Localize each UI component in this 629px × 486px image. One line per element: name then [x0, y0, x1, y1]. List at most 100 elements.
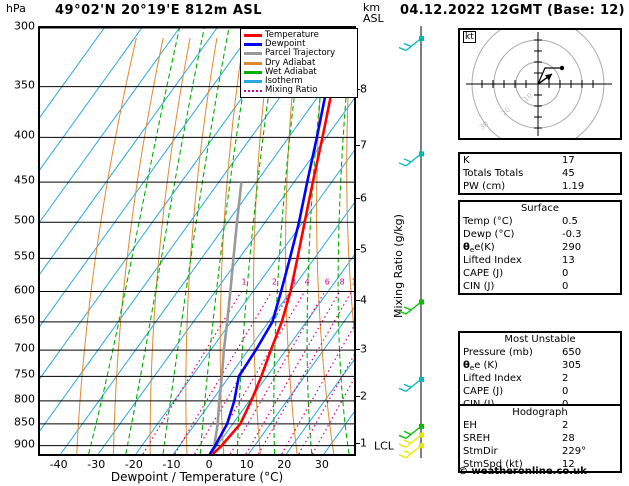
pressure-unit-label: hPa: [6, 2, 26, 15]
index-name: StmDir: [463, 446, 498, 457]
mixing-ratio-labels: 1 2 34 6 8 10: [242, 277, 354, 286]
legend-label: Dewpoint: [265, 39, 306, 50]
index-name: Totals Totals: [463, 168, 524, 179]
mixing-ratio-lines: [142, 291, 354, 454]
legend-label: Parcel Trajectory: [265, 48, 336, 59]
x-axis-title: Dewpoint / Temperature (°C): [110, 470, 284, 484]
wind-barb-column: [398, 26, 424, 458]
index-row: CAPE (J) 0: [460, 267, 620, 280]
legend-swatch-icon: [244, 34, 262, 38]
dewpoint-line: [208, 28, 345, 454]
legend-swatch-icon: [244, 61, 262, 65]
svg-text:6: 6: [325, 277, 330, 286]
svg-text:4: 4: [305, 277, 310, 286]
index-row: PW (cm) 1.19: [460, 180, 620, 193]
height-tick-label: 4: [360, 293, 367, 307]
isobar-lines: [40, 28, 354, 447]
index-row: CAPE (J) 0: [460, 385, 620, 398]
index-value: 229°: [562, 446, 587, 457]
legend-swatch-icon: [244, 43, 262, 47]
svg-text:10: 10: [351, 277, 354, 286]
index-value: 0: [562, 386, 569, 397]
height-tick-mark: [354, 300, 360, 302]
temperature-tick-label: -20: [124, 458, 143, 471]
legend-swatch-icon: [244, 80, 262, 84]
legend-swatch-icon: [244, 89, 262, 92]
legend-label: Isotherm: [265, 75, 303, 86]
index-value: -0.3: [562, 229, 582, 240]
index-value: 0.5: [562, 216, 578, 227]
temperature-tick-label: -40: [49, 458, 68, 471]
pressure-tick-label: 400: [14, 128, 35, 142]
height-tick-mark: [354, 396, 360, 398]
pressure-tick-label: 650: [14, 313, 35, 327]
panel-title: Most Unstable: [504, 334, 576, 345]
legend-item: Wet Adiabat: [244, 66, 354, 77]
pressure-tick-label: 750: [14, 367, 35, 381]
index-name: CAPE (J): [463, 386, 504, 397]
svg-text:1: 1: [242, 277, 247, 286]
pressure-tick-label: 700: [14, 341, 35, 355]
height-tick-mark: [354, 249, 360, 251]
index-name: K: [463, 155, 470, 166]
index-name: StmSpd (kt): [463, 459, 523, 470]
wind-barb: [398, 299, 424, 315]
index-row: Dewp (°C) -0.3: [460, 228, 620, 241]
index-value: 2: [562, 373, 569, 384]
index-row: θee (K) 305: [460, 359, 620, 372]
index-value: 650: [562, 347, 582, 358]
height-tick-label: 7: [360, 138, 367, 152]
lcl-label: LCL: [374, 439, 394, 453]
index-row: Pressure (mb) 650: [460, 346, 620, 359]
altitude-unit-km: km: [363, 1, 381, 14]
temperature-tick-label: 0: [205, 458, 213, 471]
legend-label: Wet Adiabat: [265, 66, 317, 77]
height-tick-label: 8: [360, 82, 367, 96]
storm-motion-arrow: [545, 74, 552, 81]
index-value: 290: [562, 242, 582, 253]
height-tick-mark: [354, 442, 360, 444]
pressure-tick-label: 350: [14, 78, 35, 92]
hodograph-ring-label-30: 30: [478, 120, 490, 132]
legend: Temperature Dewpoint Parcel Trajectory Dry …: [240, 28, 358, 99]
index-value: 2: [562, 420, 569, 431]
svg-text:3: 3: [291, 277, 296, 286]
index-name: SREH: [463, 433, 491, 444]
index-row: EH 2: [460, 419, 620, 432]
temperature-line: [212, 28, 350, 454]
hodograph-svg: 10 20 30: [466, 17, 612, 151]
index-name: Temp (°C): [463, 216, 513, 227]
height-tick-label: 3: [360, 342, 367, 356]
hodograph-trace: [537, 67, 548, 85]
height-tick-label: 5: [360, 242, 367, 256]
legend-item: Dry Adiabat: [244, 58, 354, 68]
wind-barb: [398, 376, 424, 392]
height-tick-label: 1: [360, 436, 367, 450]
index-value: 0: [562, 281, 569, 292]
isotherm-lines: [40, 28, 354, 454]
hodograph-unit-label: kt: [463, 31, 476, 43]
index-value: 305: [562, 360, 582, 371]
index-name: Lifted Index: [463, 255, 522, 266]
height-tick-mark: [354, 144, 360, 146]
wind-barb: [398, 423, 424, 439]
index-value: 17: [562, 155, 575, 166]
temperature-tick-label: -10: [162, 458, 181, 471]
pressure-tick-label: 600: [14, 283, 35, 296]
pressure-tick-label: 550: [14, 249, 35, 263]
legend-item: Isotherm: [244, 75, 354, 86]
hodograph-plot: 10 20 30 kt: [458, 17, 622, 151]
wind-barb: [398, 443, 424, 458]
copyright-label: © weatheronline.co.uk: [458, 466, 587, 477]
index-value: 1.19: [562, 181, 585, 192]
height-tick-label: 2: [360, 389, 367, 403]
index-name: CAPE (J): [463, 268, 504, 279]
wind-barb: [398, 35, 424, 52]
index-name: Lifted Index: [463, 373, 522, 384]
legend-label: Mixing Ratio: [265, 85, 318, 96]
height-tick-label: 6: [360, 191, 367, 205]
wind-barb: [398, 151, 424, 167]
index-row: K 17: [460, 154, 620, 167]
pressure-tick-label: 900: [14, 437, 35, 451]
